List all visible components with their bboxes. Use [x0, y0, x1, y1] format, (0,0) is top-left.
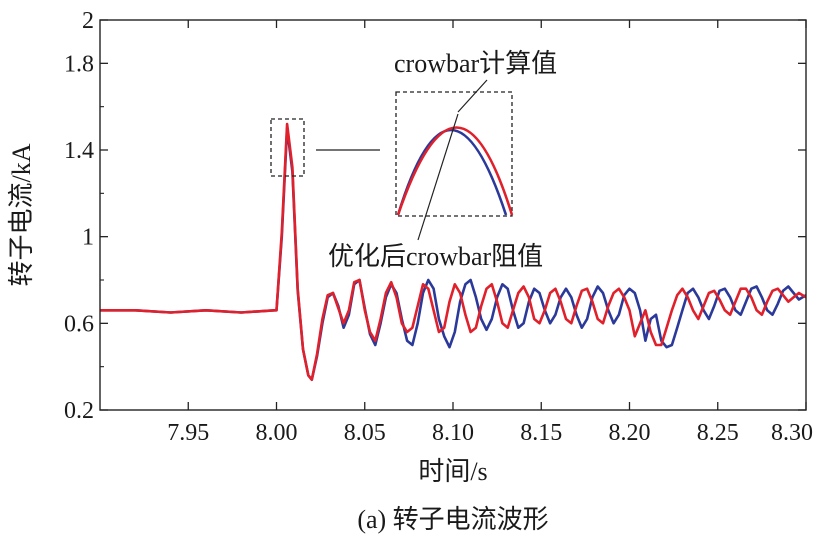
- y-tick-label: 1: [82, 225, 94, 251]
- annotation-crowbar-calc: crowbar计算值: [394, 49, 557, 78]
- y-tick-label: 0.6: [64, 311, 94, 337]
- figure-caption: (a) 转子电流波形: [357, 505, 548, 534]
- axes-layer: 0.2 0.6 1 1.4 1.8 2 7.95 8.00 8.05 8.10 8.15 8.20 8.…: [64, 8, 813, 446]
- x-tick-label: 7.95: [167, 420, 209, 446]
- zoom-red-curve: [396, 126, 514, 216]
- y-tick-label: 1.8: [64, 51, 94, 77]
- x-tick-label: 8.20: [609, 420, 651, 446]
- x-tick-label: 8.25: [697, 420, 739, 446]
- zoom-inset-box: [395, 91, 513, 217]
- series-line-2: [100, 122, 806, 382]
- y-tick-label: 1.4: [64, 138, 94, 164]
- x-tick-label: 8.05: [344, 420, 386, 446]
- y-tick-label: 2: [82, 8, 94, 34]
- x-tick-label: 8.10: [432, 420, 474, 446]
- series-layer: [100, 122, 806, 382]
- x-axis-label: 时间/s: [418, 457, 487, 486]
- annotation-leader-bottom: [417, 113, 459, 241]
- x-tick-label: 8.30: [771, 420, 813, 446]
- annotation-optimized-crowbar: 优化后crowbar阻值: [328, 242, 543, 271]
- y-tick-label: 0.2: [64, 398, 94, 424]
- x-tick-label: 8.15: [520, 420, 562, 446]
- zoom-source-box: [270, 118, 305, 177]
- annotation-leader-top: [457, 79, 488, 113]
- x-tick-label: 8.00: [256, 420, 298, 446]
- y-axis-label: 转子电流/kA: [7, 143, 36, 286]
